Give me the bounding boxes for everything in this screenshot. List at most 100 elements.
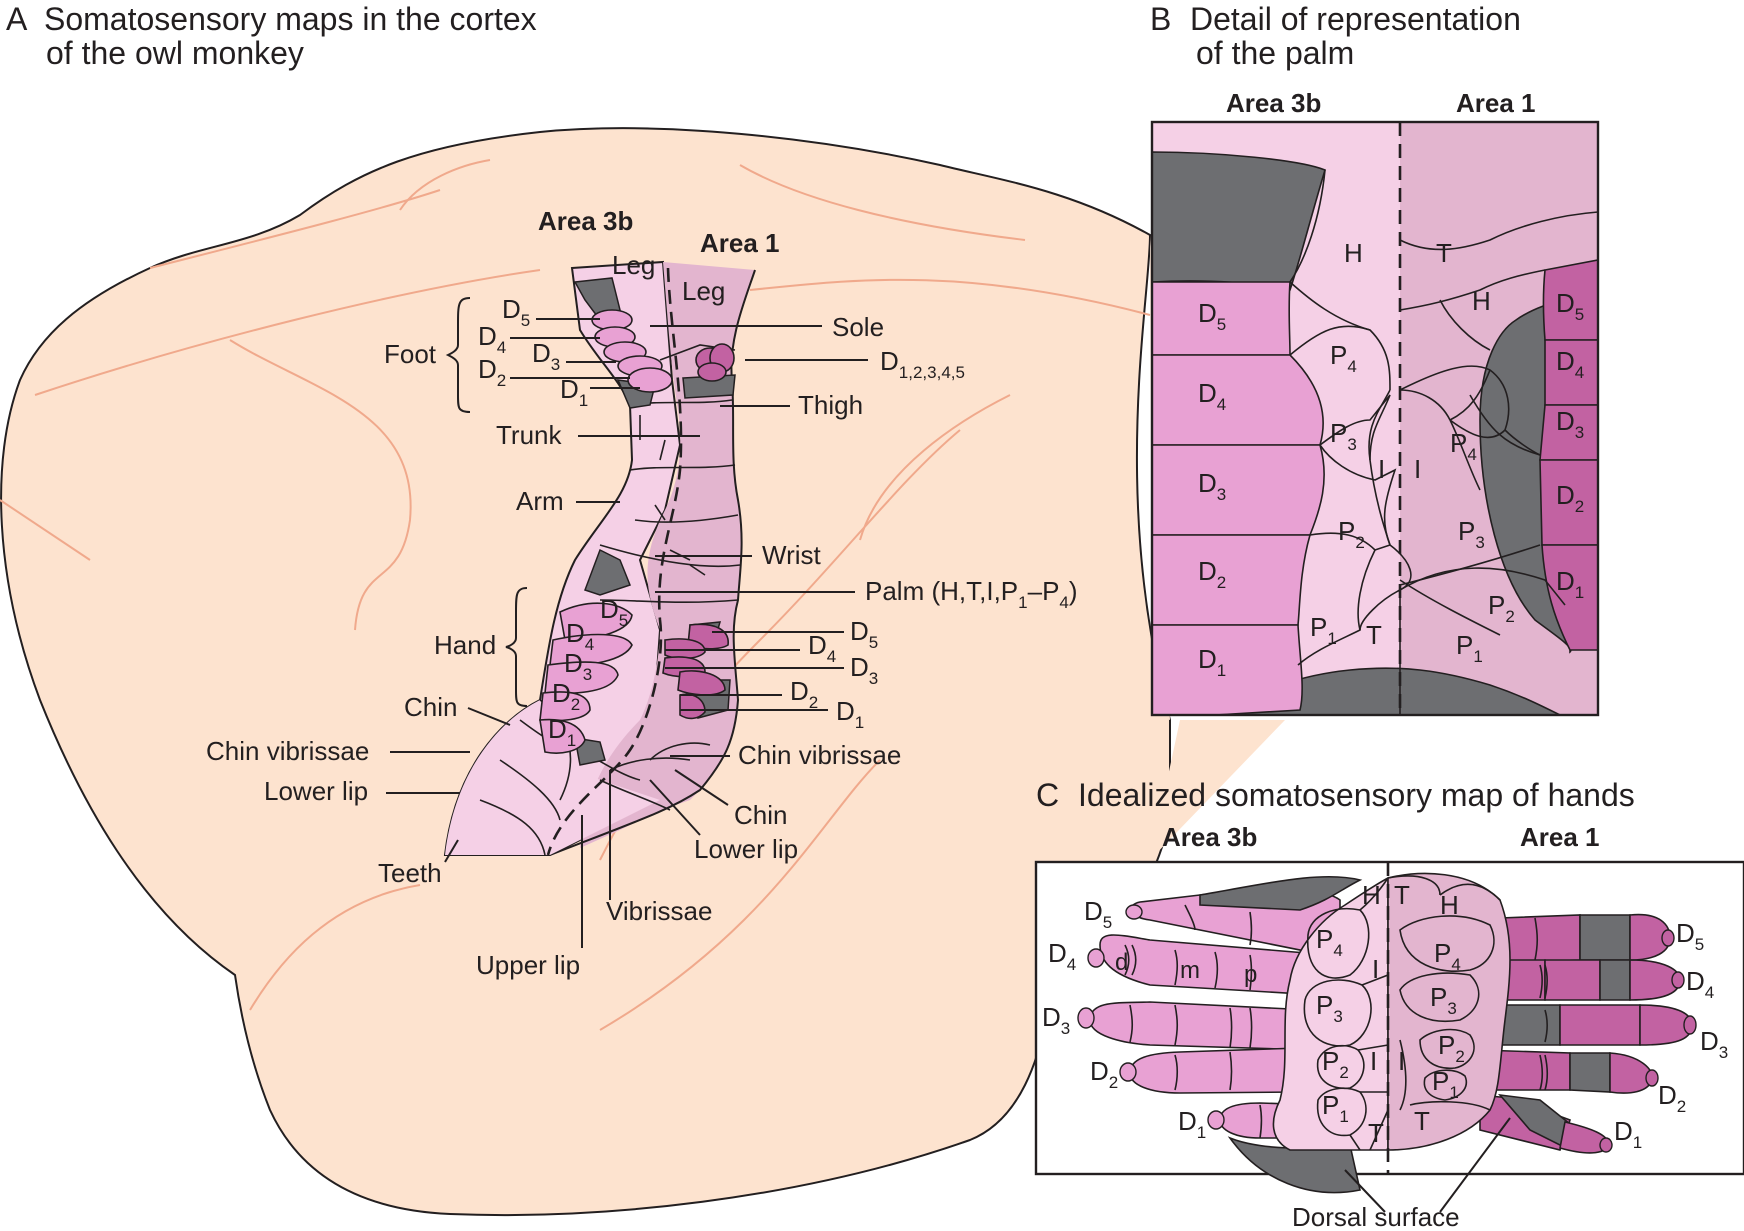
lower-lip-r-label: Lower lip [694,834,798,864]
c-d5-1: D5 [1676,918,1704,954]
foot-d5-label: D5 [502,294,530,330]
c-i-1: I [1398,1046,1405,1076]
area-3b-label-a: Area 3b [538,206,633,236]
c-d4-3b: D4 [1048,938,1076,974]
gyrus-line [34,269,541,396]
c-fingers-3b [1089,875,1363,1194]
b-digits-1 [1539,259,1599,651]
teeth-label: Teeth [378,858,442,888]
b-d1-1: D1 [1556,566,1584,602]
c-p4-1: P4 [1434,938,1461,974]
panel-a-title-line1: Somatosensory maps in the cortex [44,1,537,37]
gyrus-line [149,189,441,269]
c-d2-3b: D2 [1090,1056,1118,1092]
panel-c-letter: C [1036,777,1059,813]
leg-1-label: Leg [682,276,725,306]
c-h-1: H [1440,890,1459,920]
d-all-label: D1,2,3,4,5 [880,346,965,382]
panel-a-letter: A [6,1,28,37]
c-d3-3b: D3 [1042,1002,1070,1038]
face-region [445,700,660,855]
panel-c: C Idealized somatosensory map of hands A… [1034,777,1744,1231]
dorsal-patch-hand [584,548,631,596]
hand-d4-3b: D4 [566,618,594,654]
panel-a: A Somatosensory maps in the cortex of th… [0,1,1171,1217]
hand-d2-3b: D2 [552,678,580,714]
b-i-3b: I [1378,454,1385,484]
b-p4-3b: P4 [1330,340,1357,376]
gyrus-line [0,499,91,561]
gyrus-line [599,759,881,1031]
b-p2-3b: P2 [1338,516,1365,552]
b-d4-1: D4 [1556,346,1584,382]
b-digits-3b [1151,281,1325,716]
b-d4-3b: D4 [1198,378,1226,414]
b-d2-1: D2 [1556,480,1584,516]
lower-lip-r-leader [649,779,701,836]
panel-b-title-line2: of the palm [1196,35,1354,71]
hand-d3-3b: D3 [564,648,592,684]
panel-c-title: Idealized somatosensory map of hands [1078,777,1635,813]
c-p3-3b: P3 [1316,990,1343,1026]
b-d3-1: D3 [1556,406,1584,442]
c-t-1: T [1394,880,1410,910]
hand-brace [505,587,528,707]
c-seg-p: p [1244,961,1257,988]
c-p2-1: P2 [1438,1030,1465,1066]
c-dorsal-leader-left [1344,1169,1386,1213]
vibrissae-label: Vibrissae [606,896,712,926]
b-palm-pads [1289,169,1599,715]
foot-label: Foot [384,339,437,369]
arm-label: Arm [516,486,564,516]
hand-d4-1: D4 [808,630,836,666]
c-d1-3b: D1 [1178,1106,1206,1142]
area-1-label-b: Area 1 [1456,88,1536,118]
hand-d1-1: D1 [836,696,864,732]
foot-brace [445,297,471,413]
c-t-3b: T [1368,1118,1384,1148]
c-d5-3b: D5 [1084,896,1112,932]
c-d1-1: D1 [1614,1116,1642,1152]
c-palm-pads [1303,875,1501,1151]
c-palm-3b [1272,876,1389,1151]
c-fingertips-1 [1599,929,1697,1153]
gyrus-line [249,884,421,1011]
hand-d1-3b: D1 [548,714,576,750]
area-3b-label-b: Area 3b [1226,88,1321,118]
c-t-1b: T [1414,1106,1430,1136]
b-h-1: H [1472,286,1491,316]
b-p4-1: P4 [1450,428,1477,464]
hand-d5-3b: D5 [600,594,628,630]
c-creases-1 [1534,917,1549,1091]
b-p1-1: P1 [1456,630,1483,666]
foot-digits-3b [591,309,673,393]
b-d5-3b: D5 [1198,298,1226,334]
b-d5-1: D5 [1556,288,1584,324]
b-p2-1: P2 [1488,590,1515,626]
sole-label: Sole [832,312,884,342]
c-creases-3b [1124,904,1263,1139]
lower-lip-label: Lower lip [264,776,368,806]
area-1-label-a: Area 1 [700,228,780,258]
c-palm-1 [1387,872,1511,1151]
hand-digits-area1 [662,623,729,720]
c-p1-1: P1 [1432,1066,1459,1102]
chin-vibrissae-r-label: Chin vibrissae [738,740,901,770]
gyrus-line [399,159,491,211]
chin-r-leader [674,769,729,806]
gyrus-line [739,164,1026,241]
c-i-3b-top: I [1372,954,1379,984]
trunk-label: Trunk [496,420,562,450]
b-p3-1: P3 [1458,516,1485,552]
palm-label: Palm (H,T,I,P1–P4) [865,576,1078,612]
teeth-leader [444,839,459,863]
panel-a-title-line2: of the owl monkey [46,35,304,71]
c-i-3b: I [1370,1046,1377,1076]
c-p4-3b: P4 [1316,924,1343,960]
b-i-1: I [1414,454,1421,484]
area-1-label-c: Area 1 [1520,822,1600,852]
area-3b-label-c: Area 3b [1162,822,1257,852]
foot-d2-label: D2 [478,354,506,390]
leg-3b-label: Leg [612,250,655,280]
panel-b-title-line1: Detail of representation [1190,1,1521,37]
